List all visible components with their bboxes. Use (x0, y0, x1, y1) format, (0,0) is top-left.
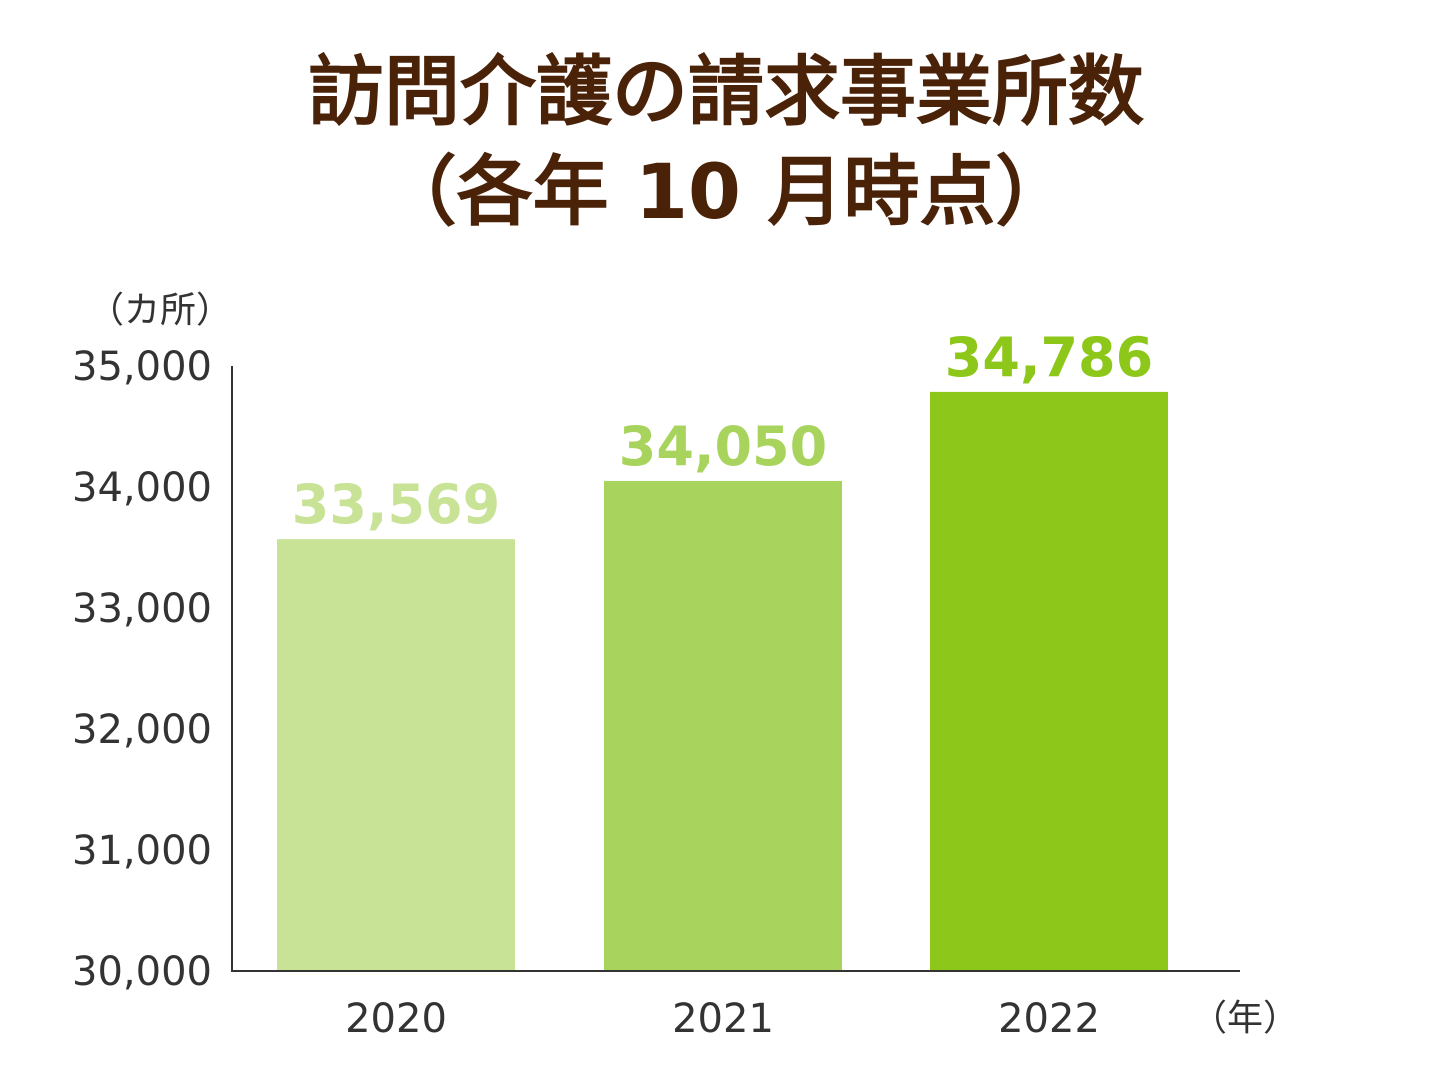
x-tick-label-2022: 2022 (998, 996, 1100, 1042)
y-tick-label-31000: 31,000 (72, 828, 212, 874)
bar-2021 (604, 480, 842, 971)
data-label-2021: 34,050 (619, 415, 827, 478)
y-tick-label-34000: 34,000 (72, 465, 212, 511)
chart-title-line1: 訪問介護の請求事業所数 (308, 47, 1144, 136)
x-tick-label-2021: 2021 (672, 996, 774, 1042)
chart-title-line2: （各年 10 月時点） (380, 147, 1072, 236)
x-axis-unit-label: （年） (1191, 998, 1299, 1039)
bar-2020 (277, 539, 515, 971)
y-tick-label-32000: 32,000 (72, 707, 212, 753)
x-tick-label-2020: 2020 (345, 996, 447, 1042)
data-label-2020: 33,569 (292, 473, 500, 536)
y-tick-label-35000: 35,000 (72, 344, 212, 390)
y-tick-label-33000: 33,000 (72, 586, 212, 632)
bar-2022 (930, 391, 1168, 971)
data-label-2022: 34,786 (945, 326, 1153, 389)
y-axis-unit-label: （カ所） (88, 290, 232, 331)
y-tick-label-30000: 30,000 (72, 949, 212, 995)
